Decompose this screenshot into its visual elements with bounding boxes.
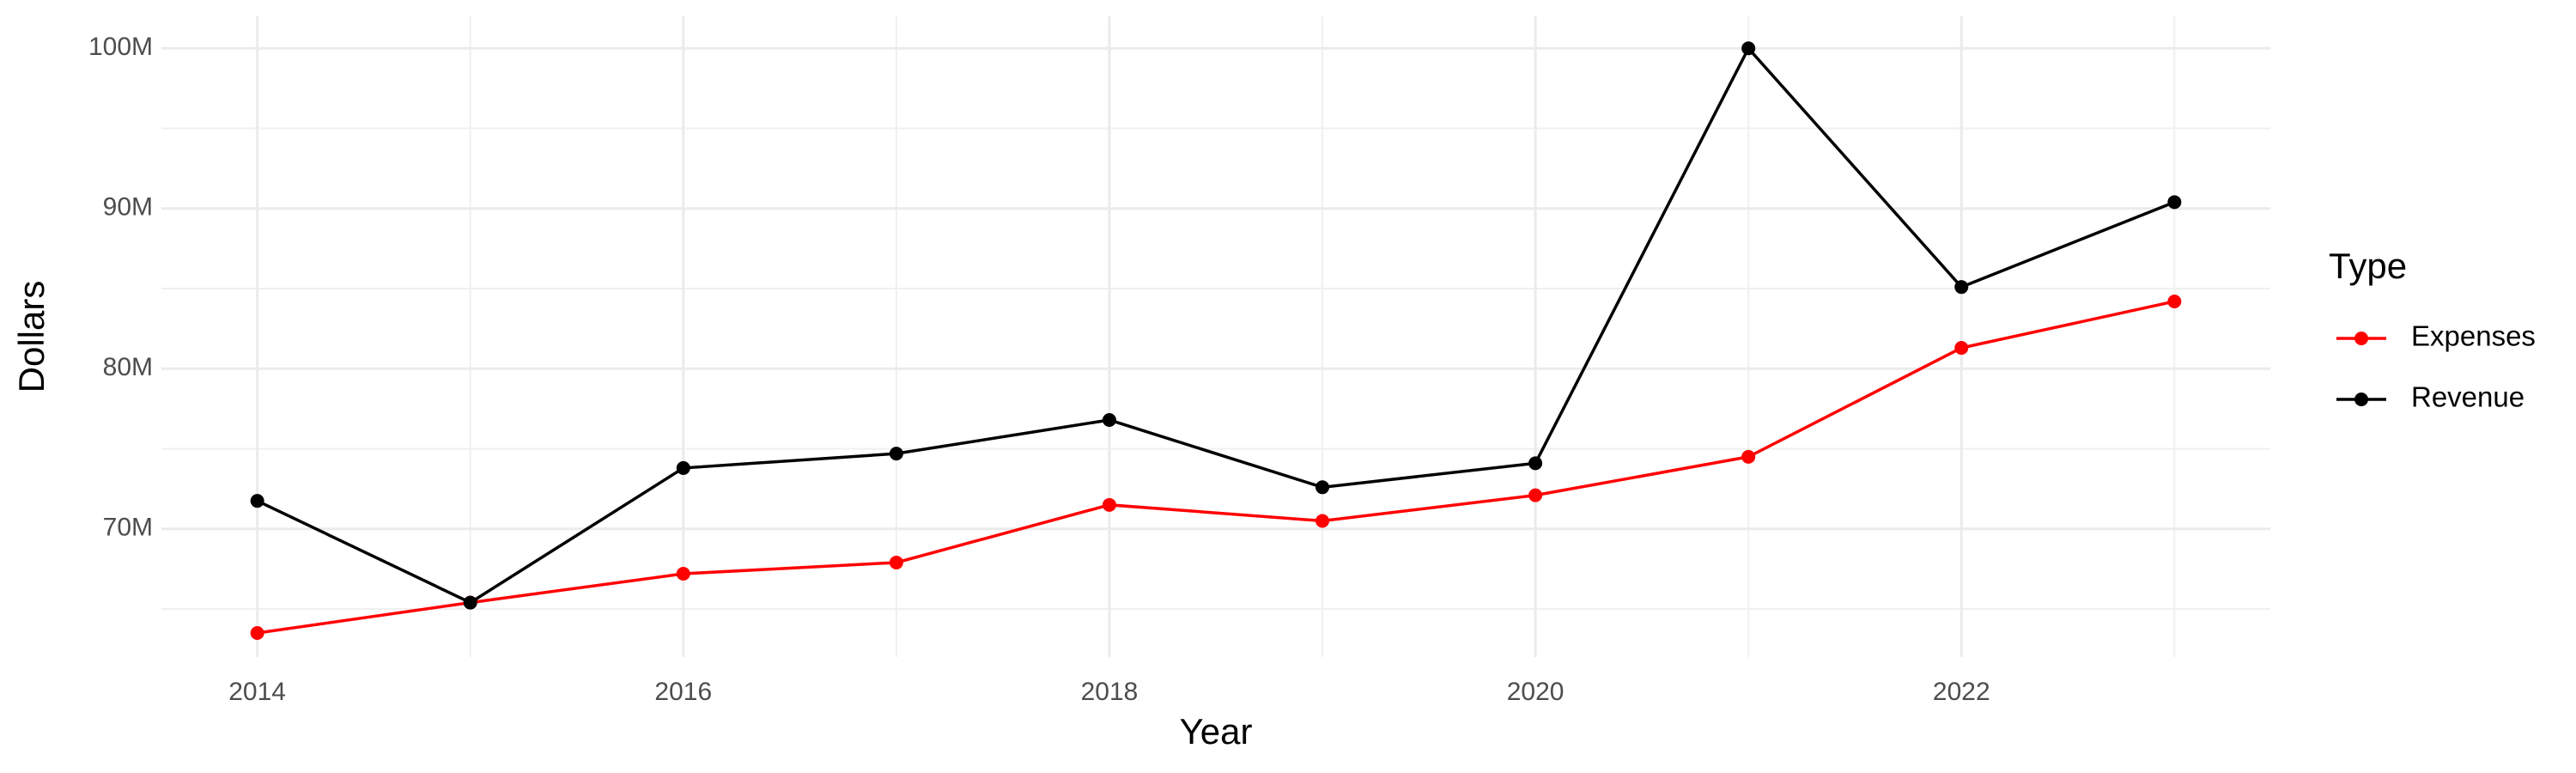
legend-label: Revenue	[2411, 381, 2524, 413]
point	[676, 460, 690, 475]
point	[1741, 41, 1756, 56]
point	[250, 494, 264, 508]
line	[257, 300, 2175, 635]
point	[889, 447, 903, 461]
point	[250, 626, 264, 641]
point	[1528, 456, 1543, 471]
y-axis-title: Dollars	[11, 281, 52, 393]
y-tick-label: 80M	[103, 353, 153, 381]
point	[1102, 497, 1116, 512]
point	[1315, 480, 1330, 495]
x-tick-label: 2018	[1081, 678, 1139, 706]
legend-title: Type	[2329, 246, 2407, 286]
point	[2167, 195, 2182, 210]
line	[256, 46, 2176, 605]
legend-label: Expenses	[2411, 320, 2536, 352]
y-tick-label: 90M	[103, 193, 153, 222]
point	[889, 555, 903, 569]
point	[1954, 280, 1969, 295]
point	[1315, 514, 1330, 528]
x-axis-title: Year	[1180, 711, 1253, 752]
point	[1954, 341, 1969, 356]
series	[250, 41, 2182, 610]
series	[250, 294, 2182, 641]
x-tick-label: 2014	[228, 678, 286, 706]
y-tick-label: 100M	[88, 33, 153, 61]
legend-point	[2354, 393, 2368, 406]
x-tick-label: 2020	[1507, 678, 1564, 706]
x-tick-label: 2016	[654, 678, 712, 706]
x-tick-label: 2022	[1933, 678, 1990, 706]
legend-point	[2354, 332, 2368, 345]
point	[1102, 412, 1116, 427]
point	[2167, 294, 2182, 308]
point	[1528, 488, 1543, 502]
y-tick-label: 70M	[103, 514, 153, 542]
point	[1741, 449, 1756, 464]
point	[676, 567, 690, 581]
grid	[161, 16, 2270, 657]
point	[463, 595, 477, 610]
